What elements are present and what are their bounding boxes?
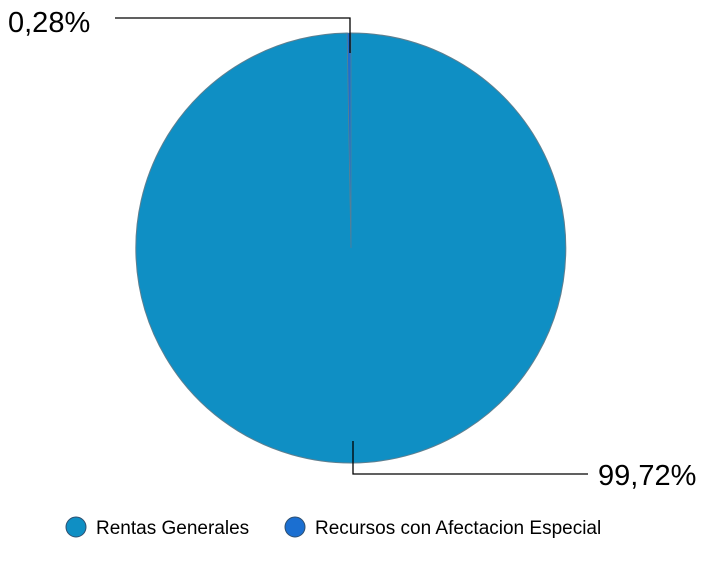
leader-line-rentas-generales xyxy=(352,441,588,475)
pie-slices xyxy=(135,32,567,464)
legend-item-rentas-generales: Rentas Generales xyxy=(65,516,249,539)
value-label-rentas-generales: 99,72% xyxy=(598,460,696,492)
legend-swatch-rentas-generales xyxy=(65,516,87,538)
value-label-recursos-con-afectacion-especial: 0,28% xyxy=(8,7,90,39)
leader-line-recursos-con-afectacion-especial xyxy=(115,17,351,53)
legend-item-recursos-con-afectacion-especial: Recursos con Afectacion Especial xyxy=(284,516,601,539)
legend: Rentas Generales Recursos con Afectacion… xyxy=(65,516,601,539)
legend-label-rentas-generales: Rentas Generales xyxy=(96,518,249,539)
value-labels: 0,28% 99,72% xyxy=(8,7,696,492)
legend-swatch-recursos-con-afectacion-especial xyxy=(284,516,306,538)
legend-label-recursos-con-afectacion-especial: Recursos con Afectacion Especial xyxy=(315,518,601,539)
leader-lines xyxy=(115,17,588,475)
